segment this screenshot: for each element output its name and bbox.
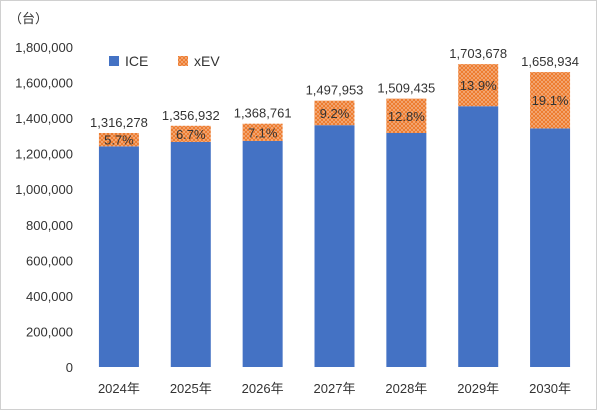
y-tick-label: 400,000 [26, 289, 73, 304]
total-label: 1,356,932 [162, 108, 220, 123]
xev-bar [314, 100, 355, 126]
x-category-label: 2029年 [457, 381, 499, 396]
legend-label-xev: xEV [194, 53, 220, 69]
xev-bar [242, 123, 283, 141]
ice-bar [314, 125, 355, 368]
y-tick-label: 200,000 [26, 324, 73, 339]
y-tick-label: 1,200,000 [15, 147, 73, 162]
x-category-label: 2028年 [385, 381, 427, 396]
xev-share-label: 6.7% [176, 127, 206, 142]
x-category-label: 2025年 [170, 381, 212, 396]
x-category-label: 2024年 [98, 381, 140, 396]
y-tick-label: 1,600,000 [15, 76, 73, 91]
ice-bar [386, 133, 427, 367]
xev-share-label: 5.7% [104, 133, 134, 148]
total-label: 1,497,953 [306, 83, 364, 98]
total-label: 1,316,278 [90, 115, 148, 130]
legend-swatch-xev [178, 56, 188, 66]
y-tick-label: 1,800,000 [15, 40, 73, 55]
y-tick-label: 0 [66, 360, 73, 375]
ice-bar [242, 140, 283, 367]
ice-bar [170, 141, 211, 367]
xev-share-label: 7.1% [248, 125, 278, 140]
ice-bar [458, 106, 499, 368]
unit-label: （台） [9, 11, 48, 26]
xev-share-label: 12.8% [388, 109, 425, 124]
xev-bar [98, 132, 139, 147]
y-tick-label: 1,000,000 [15, 182, 73, 197]
xev-share-label: 13.9% [460, 78, 497, 93]
total-label: 1,509,435 [377, 81, 435, 96]
x-category-label: 2030年 [529, 381, 571, 396]
x-category-label: 2026年 [242, 381, 284, 396]
total-label: 1,368,761 [234, 106, 292, 121]
xev-bar [386, 98, 427, 134]
xev-share-label: 9.2% [320, 106, 350, 121]
x-category-label: 2027年 [314, 381, 356, 396]
xev-bar [458, 64, 499, 107]
x-axis: 2024年 2025年 2026年 2027年 2028年 2029年 2030年 [98, 381, 571, 396]
total-label: 1,703,678 [449, 46, 507, 61]
y-tick-label: 800,000 [26, 218, 73, 233]
y-axis: 0 200,000 400,000 600,000 800,000 1,000,000 1,… [15, 40, 73, 375]
legend-swatch-ice [109, 56, 119, 66]
ice-bar [530, 128, 571, 367]
xev-share-label: 19.1% [532, 93, 569, 108]
y-tick-label: 1,400,000 [15, 111, 73, 126]
xev-bar [170, 125, 211, 142]
bar-labels: 5.7% 1,316,278 6.7% 1,356,932 7.1% 1,368,761 9… [90, 46, 579, 148]
ice-bar [98, 146, 139, 367]
legend-label-ice: ICE [125, 53, 148, 69]
y-tick-label: 600,000 [26, 253, 73, 268]
bars [98, 64, 571, 368]
total-label: 1,658,934 [521, 54, 579, 69]
xev-bar [530, 72, 571, 129]
legend: ICE xEV [109, 53, 220, 69]
